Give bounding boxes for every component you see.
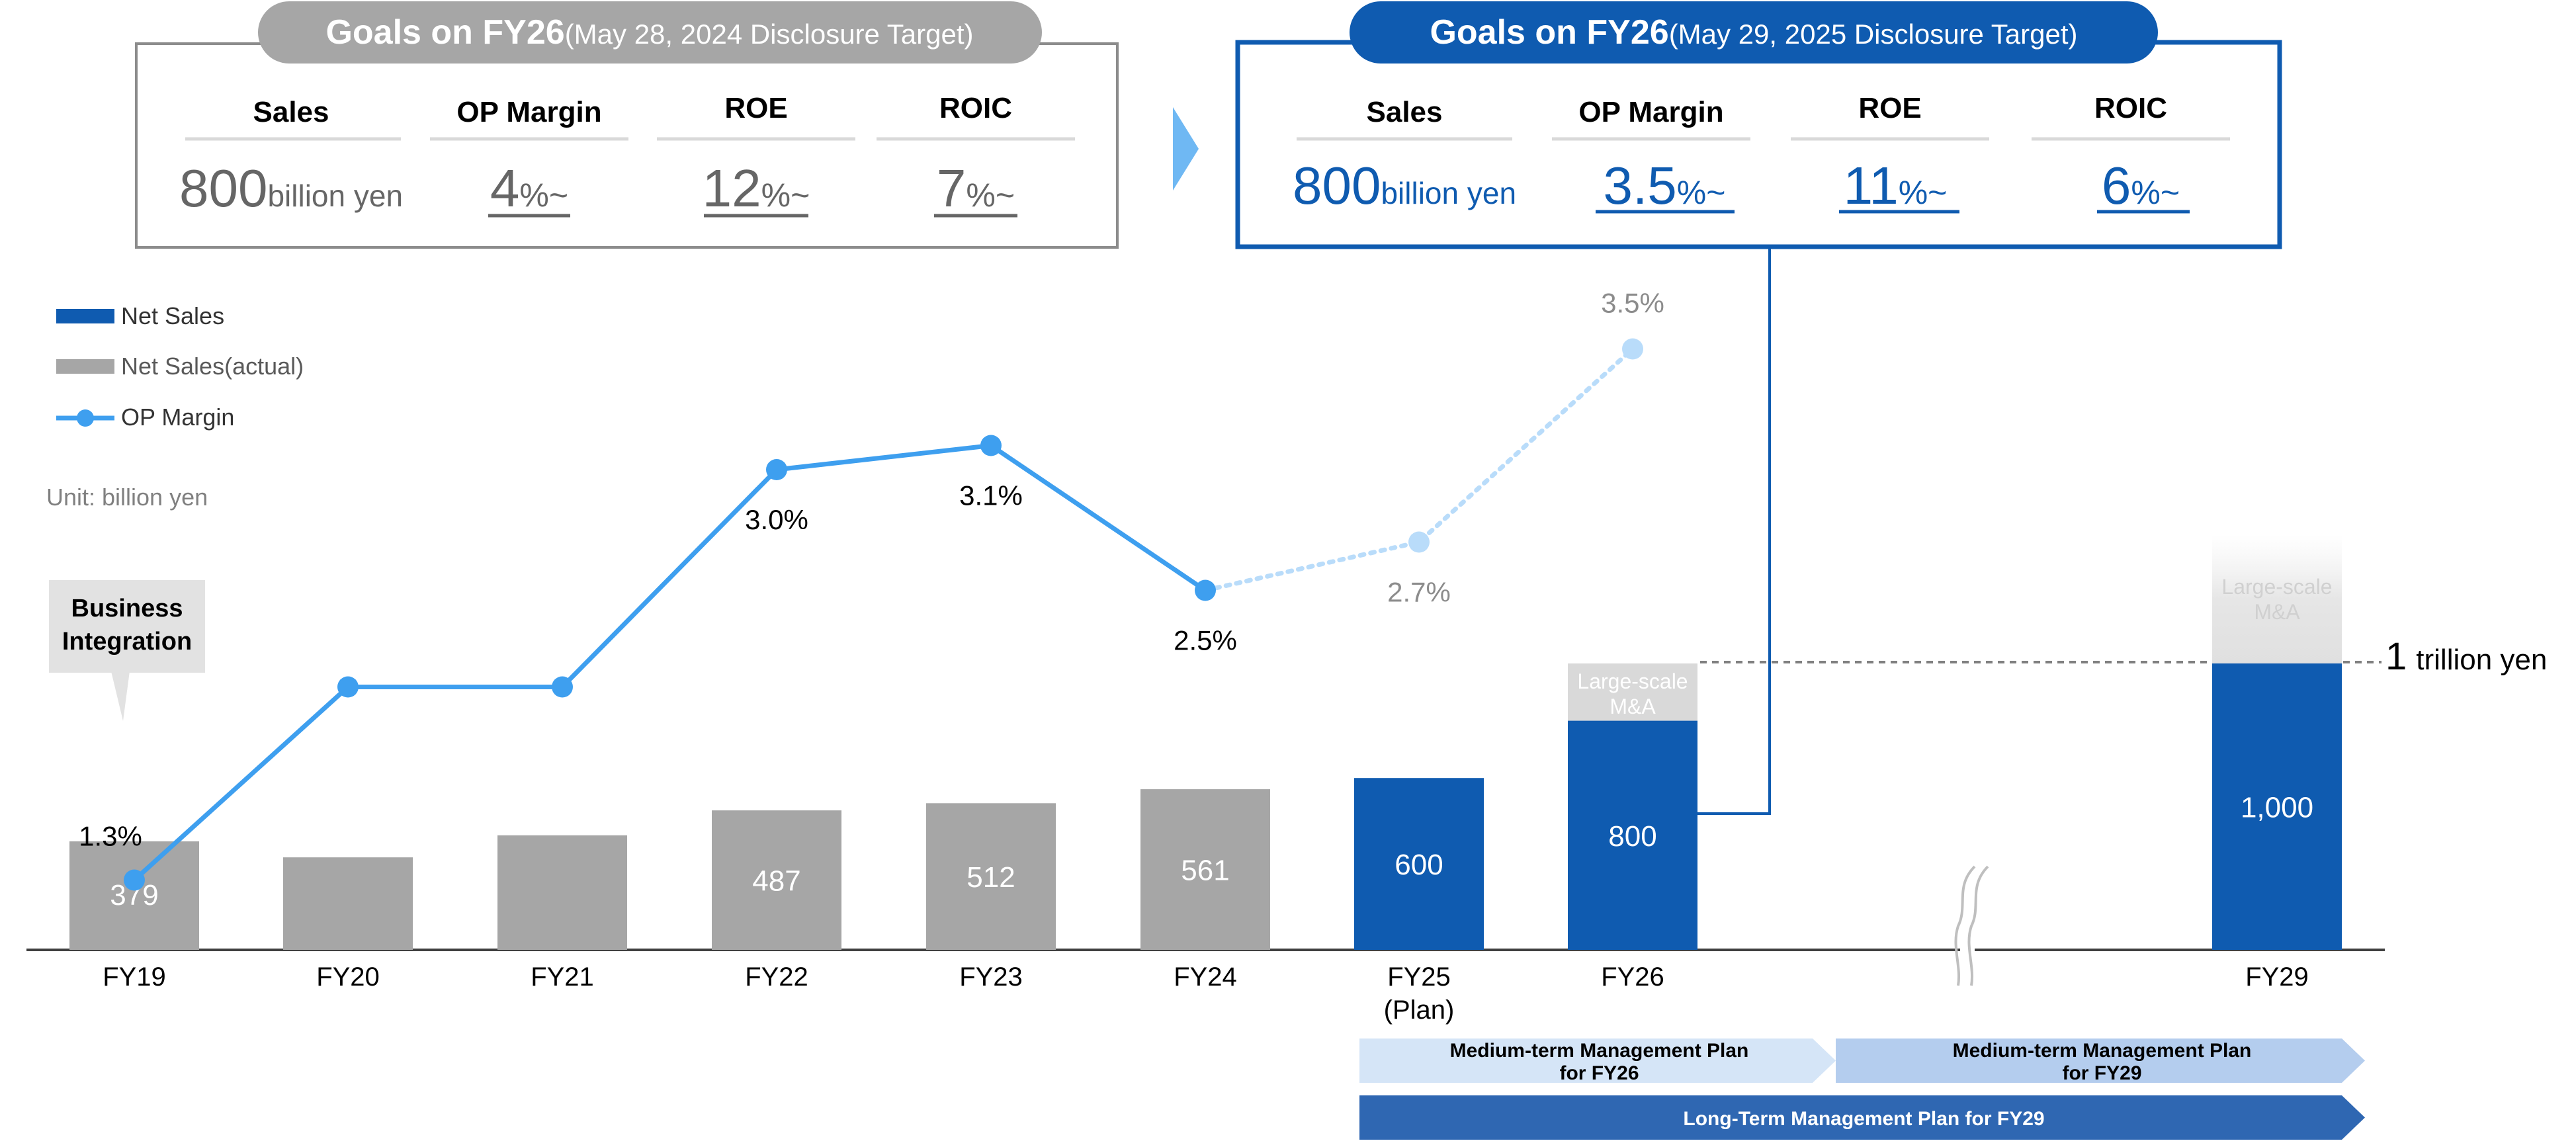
- goals-new-roe-label: ROE: [1858, 92, 1921, 124]
- goals-new-title: Goals on FY26(May 29, 2025 Disclosure Ta…: [1430, 13, 2077, 52]
- goals-old-roe-value: 12%~: [703, 159, 810, 218]
- x-tick-fy26: FY26: [1601, 962, 1664, 992]
- op-margin-line-forecast: [1203, 347, 1635, 593]
- legend-op-margin-marker: [77, 409, 94, 427]
- x-tick-fy29: FY29: [2245, 962, 2309, 992]
- bar-label-fy29: 1,000: [2241, 792, 2313, 824]
- op-margin-label-fy25: 2.7%: [1387, 577, 1451, 608]
- legend: Net Sales Net Sales(actual) OP Margin: [56, 302, 304, 431]
- op-margin-point-fy20: [337, 676, 359, 698]
- mna-extension-fy26: [1568, 663, 1697, 721]
- goals-old-sales-value: 800billion yen: [179, 159, 403, 218]
- legend-net-sales-actual-swatch: [56, 359, 114, 374]
- op-margin-line-actual: [132, 443, 1207, 882]
- goals-new-roic-value: 6%~: [2102, 156, 2180, 215]
- op-margin-point-fy19: [124, 869, 145, 891]
- goals-old-frame: [135, 42, 1119, 249]
- op-margin-label-fy19: 1.3%: [79, 821, 142, 852]
- bar-label-fy26: 800: [1608, 820, 1656, 853]
- mna-label-line2: M&A: [2254, 600, 2300, 624]
- plan-band-mtp-fy26-line2: for FY26: [1559, 1062, 1639, 1084]
- bar-fy23: [926, 803, 1056, 950]
- x-tick-fy20: FY20: [316, 962, 380, 992]
- bar-label-fy25: 600: [1395, 849, 1443, 881]
- plan-band-ltp-fy29: [1359, 1095, 2365, 1140]
- callout-line2: Integration: [62, 628, 192, 656]
- goals-old-opmargin-label: OP Margin: [456, 96, 601, 128]
- x-tick-fy19: FY19: [103, 962, 166, 992]
- bar-label-fy23: 512: [966, 861, 1015, 894]
- bar-label-fy22: 487: [752, 865, 800, 898]
- goals-new-panel: Goals on FY26(May 29, 2025 Disclosure Ta…: [1235, 1, 2282, 249]
- bar-fy29: [2212, 663, 2342, 950]
- goals-new-opmargin-value: 3.5%~: [1604, 156, 1726, 215]
- unit-label: Unit: billion yen: [46, 484, 208, 511]
- goals-old-panel: Goals on FY26(May 28, 2024 Disclosure Ta…: [135, 1, 1119, 249]
- bar-fy19: [69, 841, 199, 950]
- op-margin-point-fy26: [1622, 338, 1643, 360]
- x-tick-fy24: FY24: [1174, 962, 1237, 992]
- plan-band-mtp-fy26-line1: Medium-term Management Plan: [1450, 1040, 1749, 1062]
- goals-old-roic-label: ROIC: [939, 92, 1012, 124]
- goals-new-frame: [1235, 40, 2282, 249]
- op-margin-label-fy26: 3.5%: [1601, 288, 1664, 319]
- axis-break-icon: [1954, 860, 1989, 992]
- callout-pointer: [111, 671, 130, 721]
- bar-fy24: [1140, 789, 1270, 950]
- goals-new-sales-value: 800billion yen: [1293, 156, 1516, 215]
- bar-fy20: [283, 857, 413, 950]
- x-tick-fy22: FY22: [745, 962, 808, 992]
- goals-new-roic-label: ROIC: [2094, 92, 2167, 124]
- x-tick-fy23: FY23: [959, 962, 1023, 992]
- legend-net-sales-label: Net Sales: [121, 302, 224, 329]
- plan-band-mtp-fy29: [1836, 1039, 2365, 1083]
- op-margin-label-fy22: 3.0%: [745, 504, 808, 535]
- legend-net-sales-actual-label: Net Sales(actual): [121, 353, 304, 380]
- bar-fy25: [1354, 778, 1484, 950]
- goals-old-roe-label: ROE: [724, 92, 787, 124]
- bar-fy22: [712, 810, 841, 950]
- goals-new-badge: [1350, 1, 2158, 64]
- op-margin-point-fy24: [1195, 579, 1216, 601]
- goals-old-sales-label: Sales: [253, 96, 329, 128]
- plan-band-mtp-fy26: [1359, 1039, 1836, 1083]
- bar-label-fy24: 561: [1181, 855, 1229, 887]
- goals-old-badge: [258, 1, 1042, 64]
- callout-line1: Business: [71, 595, 183, 622]
- goals-connector-line: [1697, 247, 1771, 815]
- mna-label-line2: M&A: [1610, 695, 1656, 718]
- op-margin-point-fy22: [766, 459, 787, 480]
- plan-band-mtp-fy29-line2: for FY29: [2062, 1062, 2141, 1084]
- mna-label-line1: Large-scale: [2221, 575, 2332, 599]
- goals-new-roe-value: 11%~: [1844, 156, 1948, 215]
- goals-old-opmargin-value: 4%~: [490, 159, 568, 218]
- goals-new-sales-label: Sales: [1367, 96, 1443, 128]
- callout-box: [49, 580, 205, 673]
- trillion-target-label: 1 trillion yen: [2385, 635, 2547, 678]
- op-margin-label-fy23: 3.1%: [959, 480, 1023, 511]
- bar-fy26: [1568, 720, 1697, 950]
- x-tick-fy25: FY25: [1387, 962, 1451, 992]
- x-tick-sublabel-fy25: (Plan): [1384, 996, 1455, 1025]
- op-margin-point-fy23: [980, 435, 1002, 456]
- mna-extension-fy29: [2212, 534, 2342, 663]
- op-margin-label-fy24: 2.5%: [1174, 625, 1237, 656]
- bar-fy21: [497, 835, 627, 950]
- op-margin-point-fy25: [1408, 531, 1430, 553]
- goals-new-opmargin-label: OP Margin: [1578, 96, 1723, 128]
- legend-net-sales-swatch: [56, 309, 114, 323]
- plan-band-mtp-fy29-line1: Medium-term Management Plan: [1953, 1040, 2252, 1062]
- legend-op-margin-label: OP Margin: [121, 403, 234, 431]
- mna-label-line1: Large-scale: [1577, 669, 1688, 693]
- business-integration-callout: Business Integration: [49, 580, 205, 721]
- op-margin-point-fy21: [552, 676, 573, 698]
- goals-old-title: Goals on FY26(May 28, 2024 Disclosure Ta…: [325, 13, 973, 52]
- arrow-right-icon: [1173, 107, 1199, 191]
- plan-band-ltp-fy29-label: Long-Term Management Plan for FY29: [1683, 1108, 2044, 1130]
- x-tick-fy21: FY21: [531, 962, 594, 992]
- goals-old-roic-value: 7%~: [937, 159, 1015, 218]
